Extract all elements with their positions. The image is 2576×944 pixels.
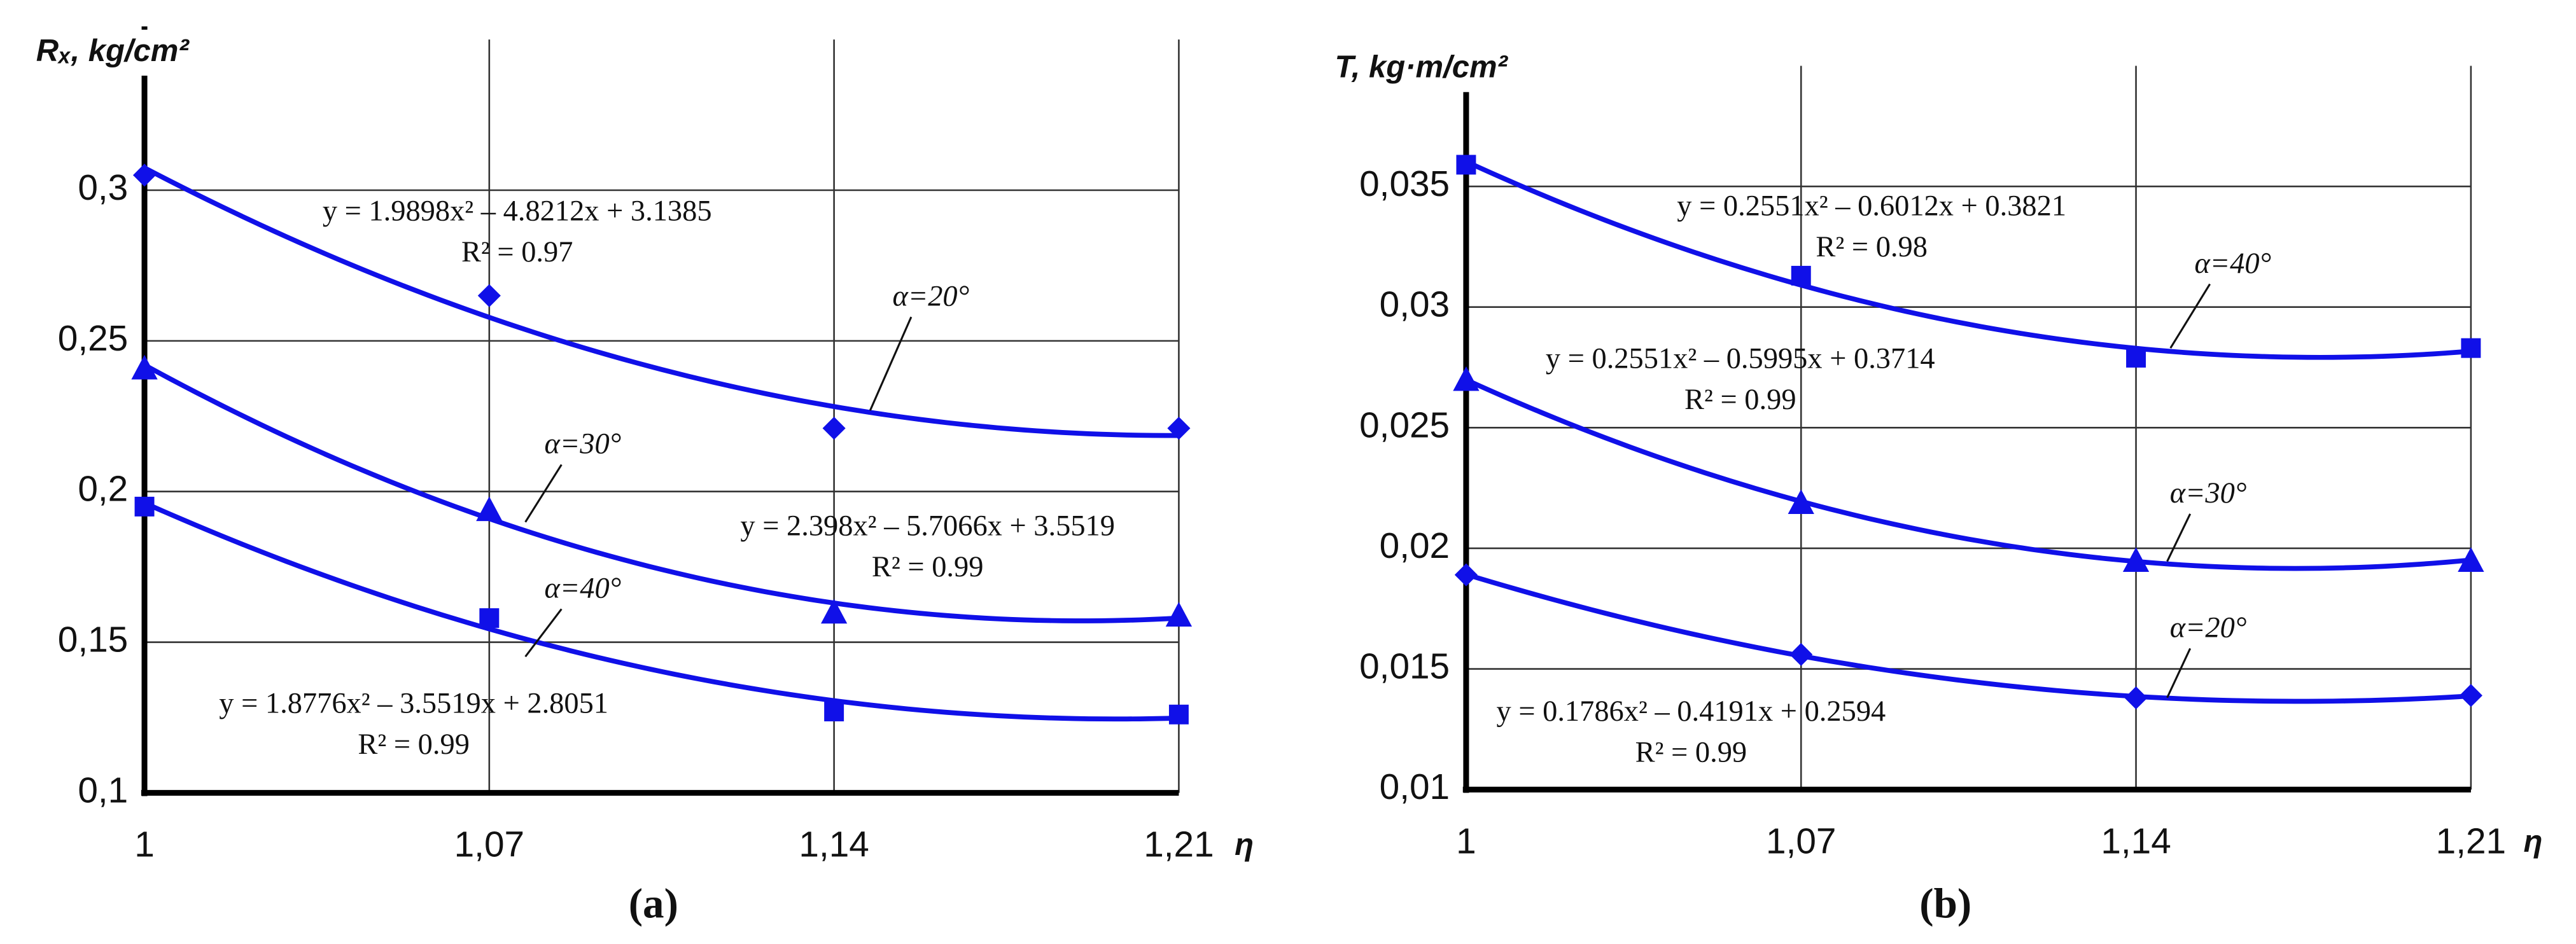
x-tick-label: 1,21 (1144, 825, 1214, 865)
data-point (1791, 265, 1811, 286)
data-point (2122, 547, 2150, 572)
data-point (822, 417, 846, 440)
y-axis-title: Rₓ, kg/cm² (36, 34, 190, 68)
leader-line (524, 608, 563, 658)
data-point (476, 496, 503, 522)
x-axis-title: η (2523, 824, 2542, 859)
data-point (131, 354, 158, 380)
leader-line (524, 464, 563, 523)
data-point (1454, 563, 1478, 587)
trend-equation: R² = 0.97 (461, 236, 573, 268)
trend-equation: R² = 0.99 (872, 551, 984, 583)
data-point (820, 599, 848, 624)
trend-line (1465, 377, 2472, 571)
trend-equation: R² = 0.99 (1635, 737, 1747, 769)
data-point (477, 284, 501, 307)
data-point (1168, 704, 1189, 725)
series-label: α=20° (893, 280, 970, 312)
y-label-bg (1328, 46, 1558, 92)
data-point (1456, 155, 1476, 175)
panel-label: (b) (1919, 879, 1971, 927)
trend-equation: R² = 0.99 (1684, 384, 1796, 416)
y-tick-label: 0,03 (1380, 285, 1450, 325)
leader-line (2169, 283, 2211, 349)
trend-line (143, 501, 1179, 722)
x-tick-label: 1,14 (799, 825, 869, 865)
trend-equation: y = 2.398x² – 5.7066x + 3.5519 (740, 510, 1115, 543)
trend-line (1465, 572, 2472, 704)
x-tick-label: 1,21 (2436, 821, 2506, 861)
trend-line (1465, 159, 2472, 360)
y-tick-label: 0,035 (1359, 164, 1450, 204)
y-tick-label: 0,25 (58, 319, 128, 359)
y-tick-label: 0,1 (78, 770, 128, 810)
leader-line (2166, 513, 2192, 562)
x-axis-title: η (1235, 828, 1254, 862)
y-tick-label: 0,015 (1359, 647, 1450, 687)
x-tick-label: 1,07 (454, 825, 524, 865)
x-tick-label: 1,14 (2101, 821, 2171, 861)
y-tick-label: 0,01 (1380, 767, 1450, 807)
series-label: α=40° (2194, 247, 2271, 280)
y-tick-label: 0,2 (78, 469, 128, 510)
leader-line (2166, 648, 2192, 698)
y-label-bg (29, 29, 260, 76)
data-point (824, 702, 844, 721)
trend-equation: y = 1.9898x² – 4.8212x + 3.1385 (323, 195, 712, 227)
data-point (2126, 347, 2146, 368)
trend-line (143, 165, 1179, 438)
data-point (134, 496, 155, 517)
x-tick-label: 1 (1456, 821, 1476, 861)
leader-line (869, 316, 913, 411)
series-label: α=30° (545, 428, 622, 461)
data-point (2458, 547, 2484, 572)
data-point (479, 608, 500, 628)
trend-equation: y = 1.8776x² – 3.5519x + 2.8051 (219, 687, 608, 719)
trend-equation: R² = 0.99 (358, 728, 470, 761)
series-label: α=30° (2170, 477, 2247, 510)
data-point (1167, 417, 1191, 440)
x-tick-label: 1 (134, 825, 155, 865)
data-point (2459, 684, 2482, 707)
y-tick-label: 0,15 (58, 620, 128, 660)
y-tick-label: 0,3 (78, 168, 128, 208)
trend-equation: y = 0.1786x² – 0.4191x + 0.2594 (1497, 695, 1886, 728)
trend-line (143, 363, 1179, 623)
panel-label: (a) (629, 879, 678, 927)
trend-equation: R² = 0.98 (1816, 231, 1928, 263)
data-point (2124, 686, 2148, 710)
trend-equation: y = 0.2551x² – 0.5995x + 0.3714 (1546, 343, 1935, 375)
x-tick-label: 1,07 (1766, 821, 1836, 861)
data-point (1789, 642, 1813, 666)
data-point (1788, 489, 1814, 514)
series-label: α=40° (545, 573, 622, 605)
data-point (1165, 602, 1193, 627)
y-axis-title: T, kg·m/cm² (1335, 50, 1509, 85)
y-tick-label: 0,025 (1359, 405, 1450, 445)
data-point (132, 163, 157, 187)
series-label: α=20° (2170, 612, 2247, 644)
y-tick-label: 0,02 (1380, 526, 1450, 566)
data-point (2461, 338, 2481, 358)
data-point (1453, 366, 1480, 391)
trend-equation: y = 0.2551x² – 0.6012x + 0.3821 (1677, 190, 2066, 223)
